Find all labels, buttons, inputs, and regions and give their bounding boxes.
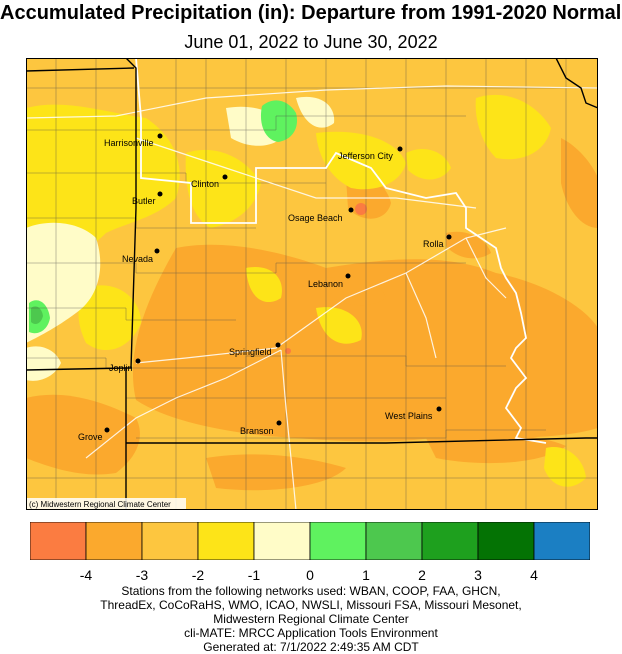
city-dot: [345, 273, 351, 279]
legend-tick: 3: [474, 567, 482, 583]
city-label: Butler: [132, 196, 156, 206]
city-label: Rolla: [423, 239, 444, 249]
city-dot: [135, 358, 141, 364]
city-label: Joplin: [109, 363, 133, 373]
legend-tick: 2: [418, 567, 426, 583]
city-label: Grove: [78, 432, 103, 442]
departure-deep-orange-spots: [285, 203, 367, 354]
city-label: Lebanon: [308, 279, 343, 289]
city-dot: [446, 234, 452, 240]
footer-networks-line: ThreadEx, CoCoRaHS, WMO, ICAO, NWSLI, Mi…: [100, 598, 522, 612]
footer-tool-line: cli-MATE: MRCC Application Tools Environ…: [184, 626, 438, 640]
city-dot: [154, 248, 160, 254]
forecast-area-boundary: [135, 58, 547, 444]
legend-bin: [30, 522, 87, 560]
footer-networks-line: Stations from the following networks use…: [121, 584, 501, 598]
departure-orange-region: [26, 138, 598, 491]
city-dot: [276, 420, 282, 426]
city-dot: [222, 174, 228, 180]
city-dot: [104, 427, 110, 433]
city-dot: [157, 133, 163, 139]
city-dot: [436, 406, 442, 412]
city-label: West Plains: [385, 411, 433, 421]
departure-yellow-region: [26, 94, 586, 487]
legend-colorbar: [30, 522, 590, 560]
legend-ticks: -4 -3 -2 -1 0 1 2 3 4: [0, 566, 622, 584]
city-label: Springfield: [229, 347, 272, 357]
legend-tick: -4: [79, 567, 93, 583]
footer-source-line: Midwestern Regional Climate Center: [213, 612, 409, 626]
legend-tick: 4: [530, 567, 538, 583]
legend-tick: 1: [362, 567, 370, 583]
legend-bin: [85, 522, 143, 560]
city-label: Nevada: [122, 254, 153, 264]
legend-tick: -1: [247, 567, 261, 583]
city-label: Harrisonville: [104, 138, 154, 148]
legend-bin: [365, 522, 423, 560]
legend-bin: [309, 522, 367, 560]
city-dot: [348, 207, 354, 213]
city-label: Branson: [240, 426, 274, 436]
legend-tick: 0: [306, 567, 314, 583]
legend-bin: [533, 522, 590, 560]
legend-bin: [141, 522, 199, 560]
legend-tick: -3: [135, 567, 149, 583]
map-frame: [26, 58, 598, 510]
city-label: Jefferson City: [338, 151, 393, 161]
city-dot: [397, 146, 403, 152]
city-dot: [275, 342, 281, 348]
credit-text: (c) Midwestern Regional Climate Center: [29, 500, 171, 509]
city-markers: Harrisonville Jefferson City Clinton But…: [78, 133, 452, 442]
legend-bin: [421, 522, 479, 560]
state-boundaries: [26, 58, 598, 510]
county-boundaries: [26, 58, 598, 510]
legend-tick: -2: [191, 567, 205, 583]
precipitation-map: Harrisonville Jefferson City Clinton But…: [26, 58, 598, 510]
footer-generated-line: Generated at: 7/1/2022 2:49:35 AM CDT: [203, 640, 419, 654]
legend-bin: [253, 522, 311, 560]
city-label: Osage Beach: [288, 213, 343, 223]
city-label: Clinton: [191, 179, 219, 189]
date-range-subtitle: June 01, 2022 to June 30, 2022: [184, 32, 438, 52]
departure-darker-green-region: [31, 306, 43, 324]
city-dot: [157, 191, 163, 197]
map-title: Accumulated Precipitation (in): Departur…: [0, 2, 622, 24]
credit-box: [26, 498, 186, 510]
highway-lines: [26, 85, 598, 510]
legend-bin: [197, 522, 255, 560]
legend-bin: [477, 522, 535, 560]
